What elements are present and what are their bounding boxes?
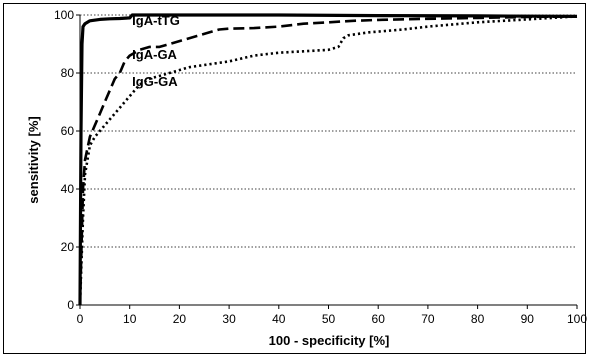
series-label-0: IgA-tTG [132, 13, 180, 28]
x-tick-label-100: 100 [567, 312, 587, 326]
x-axis-title: 100 - specificity [%] [269, 333, 390, 348]
x-tick-label-80: 80 [471, 312, 485, 326]
x-tick-label-70: 70 [421, 312, 435, 326]
series-layer [78, 13, 578, 306]
labels-layer: IgA-tTG IgA-GA IgG-GA [132, 13, 180, 89]
y-tick-label-80: 80 [61, 66, 75, 80]
x-tick-label-10: 10 [123, 312, 137, 326]
series-line-0 [78, 13, 578, 306]
y-tick-label-20: 20 [61, 240, 75, 254]
y-tick-label-40: 40 [61, 182, 75, 196]
series-label-1: IgA-GA [132, 47, 177, 62]
x-tick-label-0: 0 [77, 312, 84, 326]
x-tick-label-30: 30 [222, 312, 236, 326]
x-tick-label-90: 90 [521, 312, 535, 326]
series-line-2 [78, 15, 578, 306]
x-tick-label-40: 40 [272, 312, 286, 326]
y-tick-label-100: 100 [54, 8, 74, 22]
x-tick-label-60: 60 [372, 312, 386, 326]
y-axis-title: sensitivity [%] [26, 116, 41, 203]
series-label-2: IgG-GA [132, 74, 178, 89]
x-tick-label-20: 20 [173, 312, 187, 326]
chart-frame [3, 3, 586, 354]
series-line-1 [78, 15, 578, 306]
y-tick-label-60: 60 [61, 124, 75, 138]
y-tick-label-0: 0 [67, 298, 74, 312]
x-tick-label-50: 50 [322, 312, 336, 326]
